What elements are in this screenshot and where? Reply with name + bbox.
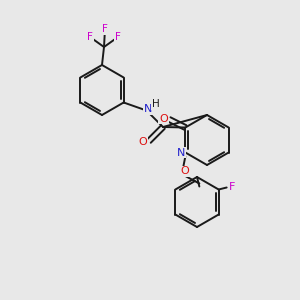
Text: O: O [159,113,168,124]
Text: O: O [139,137,147,147]
Text: F: F [87,32,93,42]
Text: F: F [115,32,121,42]
Text: O: O [180,167,189,176]
Text: N: N [144,104,152,114]
Text: F: F [229,182,235,191]
Text: N: N [177,148,185,158]
Text: F: F [102,24,108,34]
Text: H: H [152,99,160,109]
